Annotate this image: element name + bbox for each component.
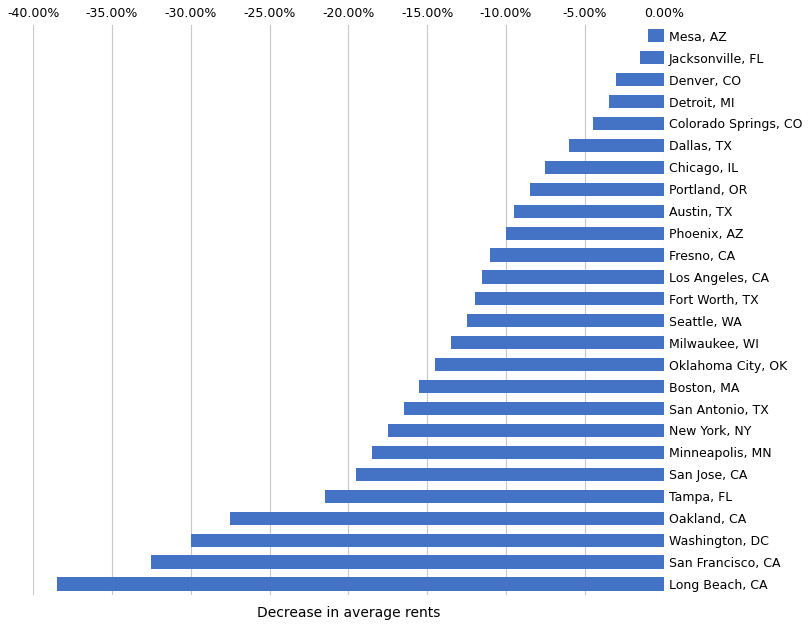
Bar bbox=[231, 512, 663, 525]
Bar bbox=[475, 292, 663, 305]
Bar bbox=[419, 380, 663, 393]
Bar bbox=[608, 95, 663, 108]
Bar bbox=[569, 139, 663, 152]
Bar bbox=[151, 556, 663, 569]
Bar bbox=[404, 402, 663, 415]
Bar bbox=[530, 182, 663, 196]
Bar bbox=[616, 73, 663, 86]
Bar bbox=[356, 468, 663, 481]
Bar bbox=[514, 204, 663, 218]
Bar bbox=[372, 446, 663, 459]
Bar bbox=[482, 270, 663, 283]
Bar bbox=[648, 29, 663, 43]
Bar bbox=[324, 490, 663, 503]
Bar bbox=[451, 336, 663, 349]
Bar bbox=[467, 314, 663, 327]
Bar bbox=[545, 161, 663, 174]
Bar bbox=[490, 248, 663, 261]
Bar bbox=[506, 226, 663, 240]
Bar bbox=[57, 577, 663, 591]
Bar bbox=[388, 424, 663, 437]
Bar bbox=[593, 117, 663, 130]
Bar bbox=[435, 358, 663, 371]
Bar bbox=[640, 51, 663, 65]
X-axis label: Decrease in average rents: Decrease in average rents bbox=[256, 606, 440, 620]
Bar bbox=[191, 534, 663, 547]
